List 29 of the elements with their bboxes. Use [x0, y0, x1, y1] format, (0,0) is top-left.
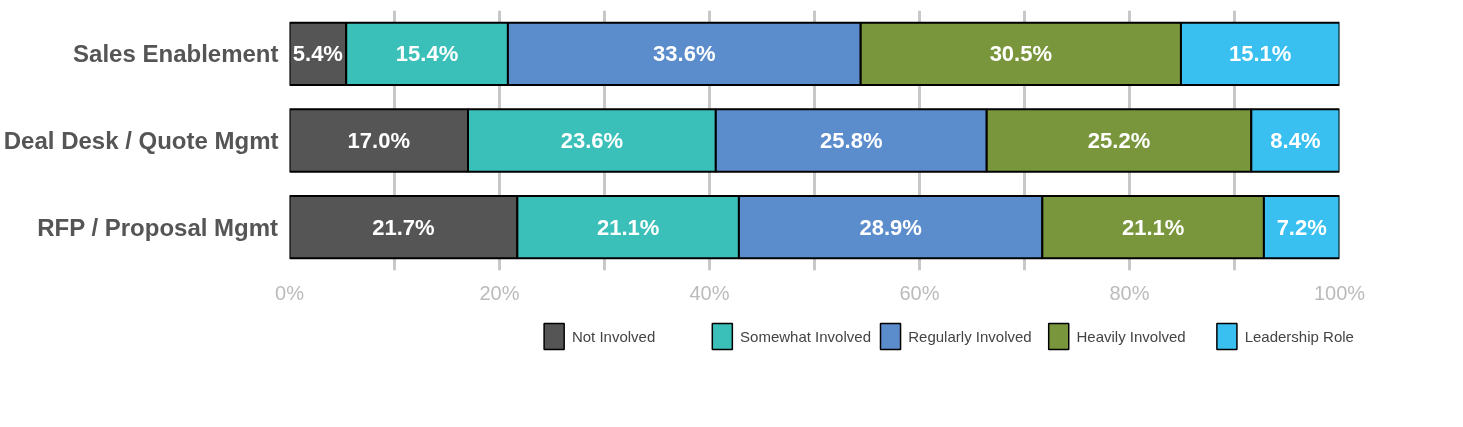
x-tick-label: 60%: [899, 281, 940, 304]
data-label: 33.6%: [653, 41, 716, 67]
x-tick-label: 80%: [1109, 281, 1150, 304]
data-label: 5.4%: [292, 41, 343, 67]
data-label: 21.1%: [596, 214, 660, 240]
data-label: 15.4%: [395, 41, 459, 67]
legend-label: Leadership Role: [1244, 328, 1354, 345]
x-tick-label: 0%: [275, 281, 305, 304]
legend-label: Somewhat Involved: [740, 328, 871, 345]
legend-label: Regularly Involved: [908, 328, 1032, 345]
data-label: 21.7%: [372, 214, 435, 240]
legend-label: Heavily Involved: [1076, 328, 1186, 345]
y-tick-label: RFP / Proposal Mgmt: [37, 213, 279, 241]
data-label: 23.6%: [560, 128, 624, 153]
data-label: 8.4%: [1270, 128, 1321, 153]
data-label: 17.0%: [347, 128, 410, 153]
y-tick-label: Sales Enablement: [73, 40, 279, 68]
data-label: 30.5%: [989, 41, 1053, 67]
data-label: 28.9%: [859, 214, 922, 240]
legend-label: Not Involved: [571, 328, 656, 345]
x-tick-label: 40%: [689, 281, 730, 304]
data-label: 7.2%: [1276, 214, 1327, 240]
data-label: 21.1%: [1121, 214, 1185, 240]
data-label: 15.1%: [1229, 41, 1292, 67]
x-tick-label: 100%: [1313, 281, 1366, 304]
y-tick-label: Deal Desk / Quote Mgmt: [3, 127, 279, 154]
data-label: 25.8%: [820, 128, 883, 153]
data-label: 25.2%: [1087, 128, 1151, 153]
x-tick-label: 20%: [479, 281, 520, 304]
